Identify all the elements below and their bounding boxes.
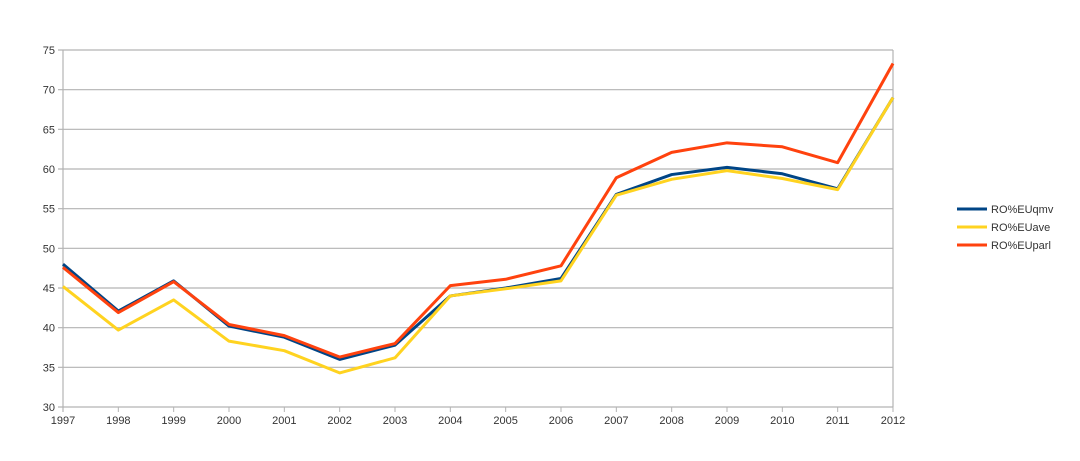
y-tick-label: 35 — [43, 362, 55, 374]
y-tick-label: 40 — [43, 323, 55, 335]
x-tick-label: 1998 — [106, 415, 130, 427]
x-tick-label: 2009 — [715, 415, 739, 427]
series-line-RO%EUparl — [62, 62, 895, 359]
series-line-RO%EUqmv — [62, 96, 895, 361]
x-tick-label: 2012 — [881, 415, 905, 427]
x-tick-label: 2004 — [438, 415, 462, 427]
x-tick-label: 2001 — [272, 415, 296, 427]
x-tick-label: 2010 — [770, 415, 794, 427]
y-tick-label: 55 — [43, 204, 55, 216]
x-tick-label: 2008 — [659, 415, 683, 427]
grid — [58, 49, 893, 408]
series-lines — [62, 62, 895, 375]
legend-label: RO%EUparl — [991, 240, 1051, 252]
x-tick-label: 2000 — [217, 415, 241, 427]
y-tick-label: 70 — [43, 85, 55, 97]
x-tick-label: 2005 — [493, 415, 517, 427]
x-tick-label: 2003 — [383, 415, 407, 427]
legend-label: RO%EUave — [991, 222, 1050, 234]
x-tick-label: 2011 — [826, 415, 850, 427]
y-tick-label: 65 — [43, 124, 55, 136]
x-tick-label: 2006 — [549, 415, 573, 427]
x-tick-label: 1997 — [51, 415, 75, 427]
axes: 30 35 40 45 50 55 60 65 70 75 1997 1998 1999 2000 2001… — [43, 45, 905, 427]
legend-label: RO%EUqmv — [991, 204, 1054, 216]
x-tick-label: 2007 — [604, 415, 628, 427]
y-tick-label: 75 — [43, 45, 55, 57]
series-line-RO%EUave — [62, 96, 895, 375]
x-tick-label: 2002 — [327, 415, 351, 427]
y-tick-label: 60 — [43, 164, 55, 176]
x-tick-label: 1999 — [161, 415, 185, 427]
y-tick-label: 50 — [43, 243, 55, 255]
y-tick-label: 30 — [43, 402, 55, 414]
legend: RO%EUqmv RO%EUave RO%EUparl — [957, 204, 1054, 252]
y-tick-label: 45 — [43, 283, 55, 295]
